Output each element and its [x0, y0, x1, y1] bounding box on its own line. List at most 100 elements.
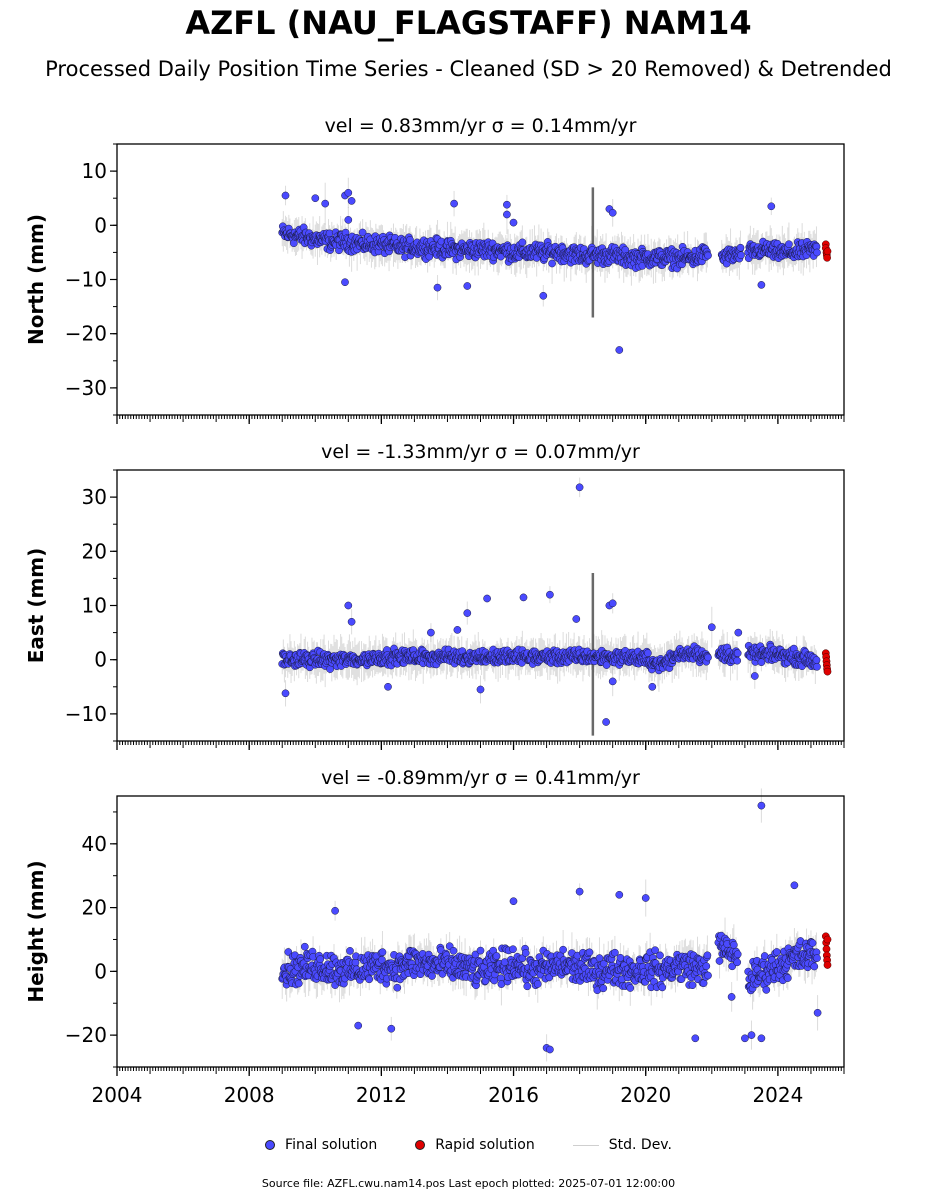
final-solution-point [453, 626, 462, 634]
final-solution-point [702, 962, 711, 971]
final-solution-point [406, 236, 414, 244]
final-solution-point [519, 593, 528, 602]
plot-frame [116, 143, 845, 416]
final-solution-point [813, 248, 821, 257]
y-tick-label: 20 [82, 896, 107, 920]
final-solution-point [463, 282, 472, 290]
final-solution-point [733, 958, 742, 967]
final-solution-point [750, 672, 759, 680]
final-solution-point [433, 283, 442, 292]
rapid-solution-points [821, 649, 832, 676]
y-tick-label: 10 [82, 594, 107, 618]
final-solution-point [346, 947, 354, 955]
y-tick-label: 0 [94, 213, 107, 237]
final-solution-point [648, 682, 657, 691]
final-solution-point [378, 948, 387, 957]
final-solution-point [767, 202, 776, 211]
figure-title: AZFL (NAU_FLAGSTAFF) NAM14 [185, 4, 752, 42]
final-solution-point [533, 980, 542, 988]
final-solution-point [509, 218, 518, 227]
final-solution-point [341, 278, 349, 287]
stddev-bars [281, 477, 817, 736]
final-solution-point [757, 801, 766, 810]
final-solution-point [503, 200, 511, 209]
final-solution-point [449, 946, 458, 955]
final-solution-point [656, 951, 664, 960]
rapid-solution-point [823, 667, 832, 676]
final-solution-point [281, 191, 290, 200]
final-solution-point [281, 689, 290, 698]
final-solution-point [727, 993, 736, 1001]
final-solution-point [736, 243, 745, 252]
y-tick-label: 20 [82, 539, 107, 563]
final-solution-point [688, 981, 697, 990]
final-solution-point [704, 971, 712, 980]
y-tick-label: −20 [65, 1023, 107, 1047]
panel-title: vel = -1.33mm/yr σ = 0.07mm/yr [321, 441, 640, 463]
final-solution-point [810, 962, 819, 971]
final-solution-point [572, 615, 581, 623]
rapid-solution-point [823, 935, 832, 944]
final-solution-point [463, 609, 472, 617]
height-panel: vel = -0.89mm/yr σ = 0.41mm/yr Height (mm… [24, 767, 845, 1107]
rapid-solution-point [823, 961, 832, 969]
final-solution-point [733, 950, 742, 959]
final-solution-point [757, 281, 766, 289]
stddev-bars [281, 788, 819, 1062]
final-solution-point [615, 346, 624, 354]
final-solution-point [608, 677, 617, 686]
final-solution-point [347, 617, 356, 626]
final-solution-point [518, 238, 527, 247]
final-solution-point [344, 216, 353, 224]
final-solution-point [616, 953, 625, 962]
final-solution-point [608, 208, 617, 217]
final-solution-point [321, 199, 330, 208]
final-solution-point [704, 251, 712, 260]
final-solution-points [278, 483, 821, 726]
final-solution-point [762, 986, 771, 994]
final-solution-point [344, 601, 353, 610]
y-tick-label: −10 [65, 268, 107, 292]
final-solution-point [503, 210, 511, 219]
final-solution-point [331, 906, 339, 915]
final-solution-point [733, 656, 742, 665]
figure-subtitle: Processed Daily Position Time Series - C… [45, 57, 892, 81]
y-axis-label: North (mm) [24, 214, 48, 345]
final-solution-point [760, 952, 769, 960]
final-solution-point [311, 194, 320, 203]
final-solution-point [384, 682, 392, 691]
final-solution-point [808, 939, 817, 947]
final-solution-point [772, 948, 781, 956]
final-solution-point [715, 957, 724, 965]
final-solution-point [790, 881, 799, 890]
final-solution-point [813, 1008, 822, 1017]
final-solution-point [387, 1024, 396, 1033]
y-axis-label: Height (mm) [24, 860, 48, 1002]
final-solution-point [703, 951, 712, 960]
final-solution-point [707, 623, 716, 632]
y-tick-label: −10 [65, 702, 107, 726]
final-solution-point [427, 628, 435, 637]
rapid-solution-points [821, 932, 832, 969]
final-solution-point [626, 984, 635, 992]
final-solution-point [365, 975, 374, 984]
final-solution-point [483, 594, 491, 603]
final-solution-point [602, 718, 610, 726]
final-solution-point [300, 942, 309, 951]
final-solution-points [278, 188, 821, 354]
final-solution-point [344, 188, 353, 197]
final-solution-point [729, 941, 738, 949]
final-solution-point [785, 240, 793, 249]
final-solution-point [733, 649, 742, 658]
final-solution-point [393, 983, 402, 992]
final-solution-point [492, 952, 501, 960]
final-solution-point [757, 658, 766, 667]
final-solution-point [602, 661, 611, 669]
final-solution-point [546, 1045, 554, 1054]
panel-title: vel = 0.83mm/yr σ = 0.14mm/yr [325, 115, 637, 137]
final-solution-point [585, 948, 594, 957]
final-solution-point [509, 945, 517, 954]
final-solution-point [294, 979, 303, 988]
final-solution-point [476, 946, 485, 955]
final-solution-point [509, 897, 518, 906]
